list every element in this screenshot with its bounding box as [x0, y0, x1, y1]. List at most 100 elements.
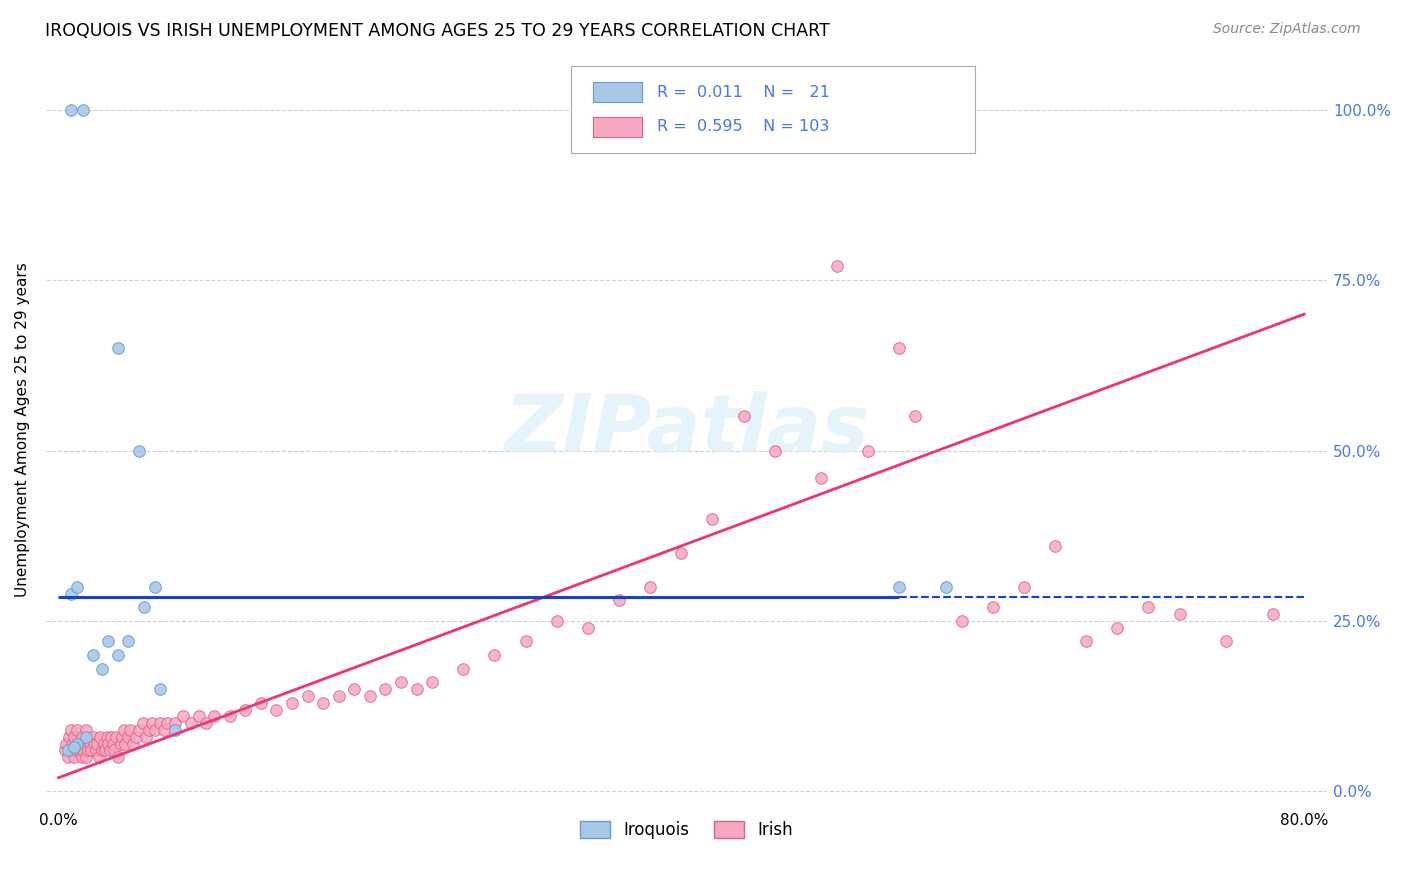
Point	[515, 634, 537, 648]
Point	[107, 341, 129, 355]
Point	[343, 682, 366, 697]
Point	[62, 737, 84, 751]
Point	[94, 743, 117, 757]
Point	[70, 750, 93, 764]
Point	[59, 587, 82, 601]
Point	[107, 750, 129, 764]
Point	[91, 662, 114, 676]
Point	[218, 709, 240, 723]
Point	[856, 443, 879, 458]
Point	[63, 730, 86, 744]
Point	[607, 593, 630, 607]
Point	[83, 737, 105, 751]
Point	[1043, 539, 1066, 553]
Point	[389, 675, 412, 690]
Point	[67, 743, 90, 757]
Bar	[593, 117, 643, 136]
Point	[1261, 607, 1284, 621]
Y-axis label: Unemployment Among Ages 25 to 29 years: Unemployment Among Ages 25 to 29 years	[15, 263, 30, 598]
Point	[117, 634, 139, 648]
Point	[101, 737, 124, 751]
Legend: Iroquois, Irish: Iroquois, Irish	[574, 814, 800, 846]
Point	[82, 648, 104, 662]
Text: R =  0.011    N =   21: R = 0.011 N = 21	[657, 85, 830, 100]
Point	[110, 737, 132, 751]
Point	[132, 600, 155, 615]
Point	[105, 730, 128, 744]
Text: R =  0.595    N = 103: R = 0.595 N = 103	[657, 120, 830, 135]
Point	[66, 580, 89, 594]
Point	[89, 730, 111, 744]
Point	[135, 730, 157, 744]
Point	[107, 648, 129, 662]
Point	[114, 737, 136, 751]
Point	[87, 750, 110, 764]
Point	[1107, 621, 1129, 635]
Point	[1012, 580, 1035, 594]
Point	[97, 737, 120, 751]
Point	[576, 621, 599, 635]
Point	[63, 750, 86, 764]
Point	[128, 723, 150, 737]
Point	[131, 716, 153, 731]
Point	[82, 730, 104, 744]
Point	[297, 689, 319, 703]
Point	[328, 689, 350, 703]
Point	[904, 409, 927, 424]
FancyBboxPatch shape	[571, 66, 974, 153]
Point	[75, 750, 97, 764]
Point	[59, 103, 82, 117]
Point	[91, 743, 114, 757]
Point	[950, 614, 973, 628]
Point	[195, 716, 218, 731]
Point	[546, 614, 568, 628]
Point	[165, 723, 187, 737]
Point	[281, 696, 304, 710]
Point	[763, 443, 786, 458]
Point	[111, 730, 134, 744]
Point	[122, 737, 145, 751]
Point	[75, 723, 97, 737]
Point	[70, 730, 93, 744]
Point	[266, 702, 288, 716]
Point	[172, 709, 194, 723]
Point	[79, 737, 101, 751]
Point	[165, 716, 187, 731]
Point	[75, 730, 97, 744]
Point	[53, 743, 76, 757]
Point	[66, 723, 89, 737]
Point	[56, 743, 79, 757]
Point	[825, 260, 848, 274]
Point	[117, 730, 139, 744]
Point	[93, 737, 115, 751]
Point	[187, 709, 209, 723]
Point	[63, 740, 86, 755]
Point	[125, 730, 148, 744]
Text: IROQUOIS VS IRISH UNEMPLOYMENT AMONG AGES 25 TO 29 YEARS CORRELATION CHART: IROQUOIS VS IRISH UNEMPLOYMENT AMONG AGE…	[45, 22, 830, 40]
Point	[98, 743, 121, 757]
Point	[981, 600, 1004, 615]
Point	[1168, 607, 1191, 621]
Point	[97, 634, 120, 648]
Point	[100, 730, 122, 744]
Point	[250, 696, 273, 710]
Point	[312, 696, 335, 710]
Point	[112, 723, 135, 737]
Point	[96, 730, 118, 744]
Point	[484, 648, 506, 662]
Point	[202, 709, 225, 723]
Point	[143, 580, 166, 594]
Point	[935, 580, 957, 594]
Point	[128, 443, 150, 458]
Point	[671, 546, 693, 560]
Point	[451, 662, 474, 676]
Point	[66, 737, 89, 751]
Point	[55, 737, 77, 751]
Point	[420, 675, 443, 690]
Point	[149, 682, 172, 697]
Point	[143, 723, 166, 737]
Point	[118, 723, 141, 737]
Point	[103, 743, 125, 757]
Point	[65, 743, 87, 757]
Point	[141, 716, 163, 731]
